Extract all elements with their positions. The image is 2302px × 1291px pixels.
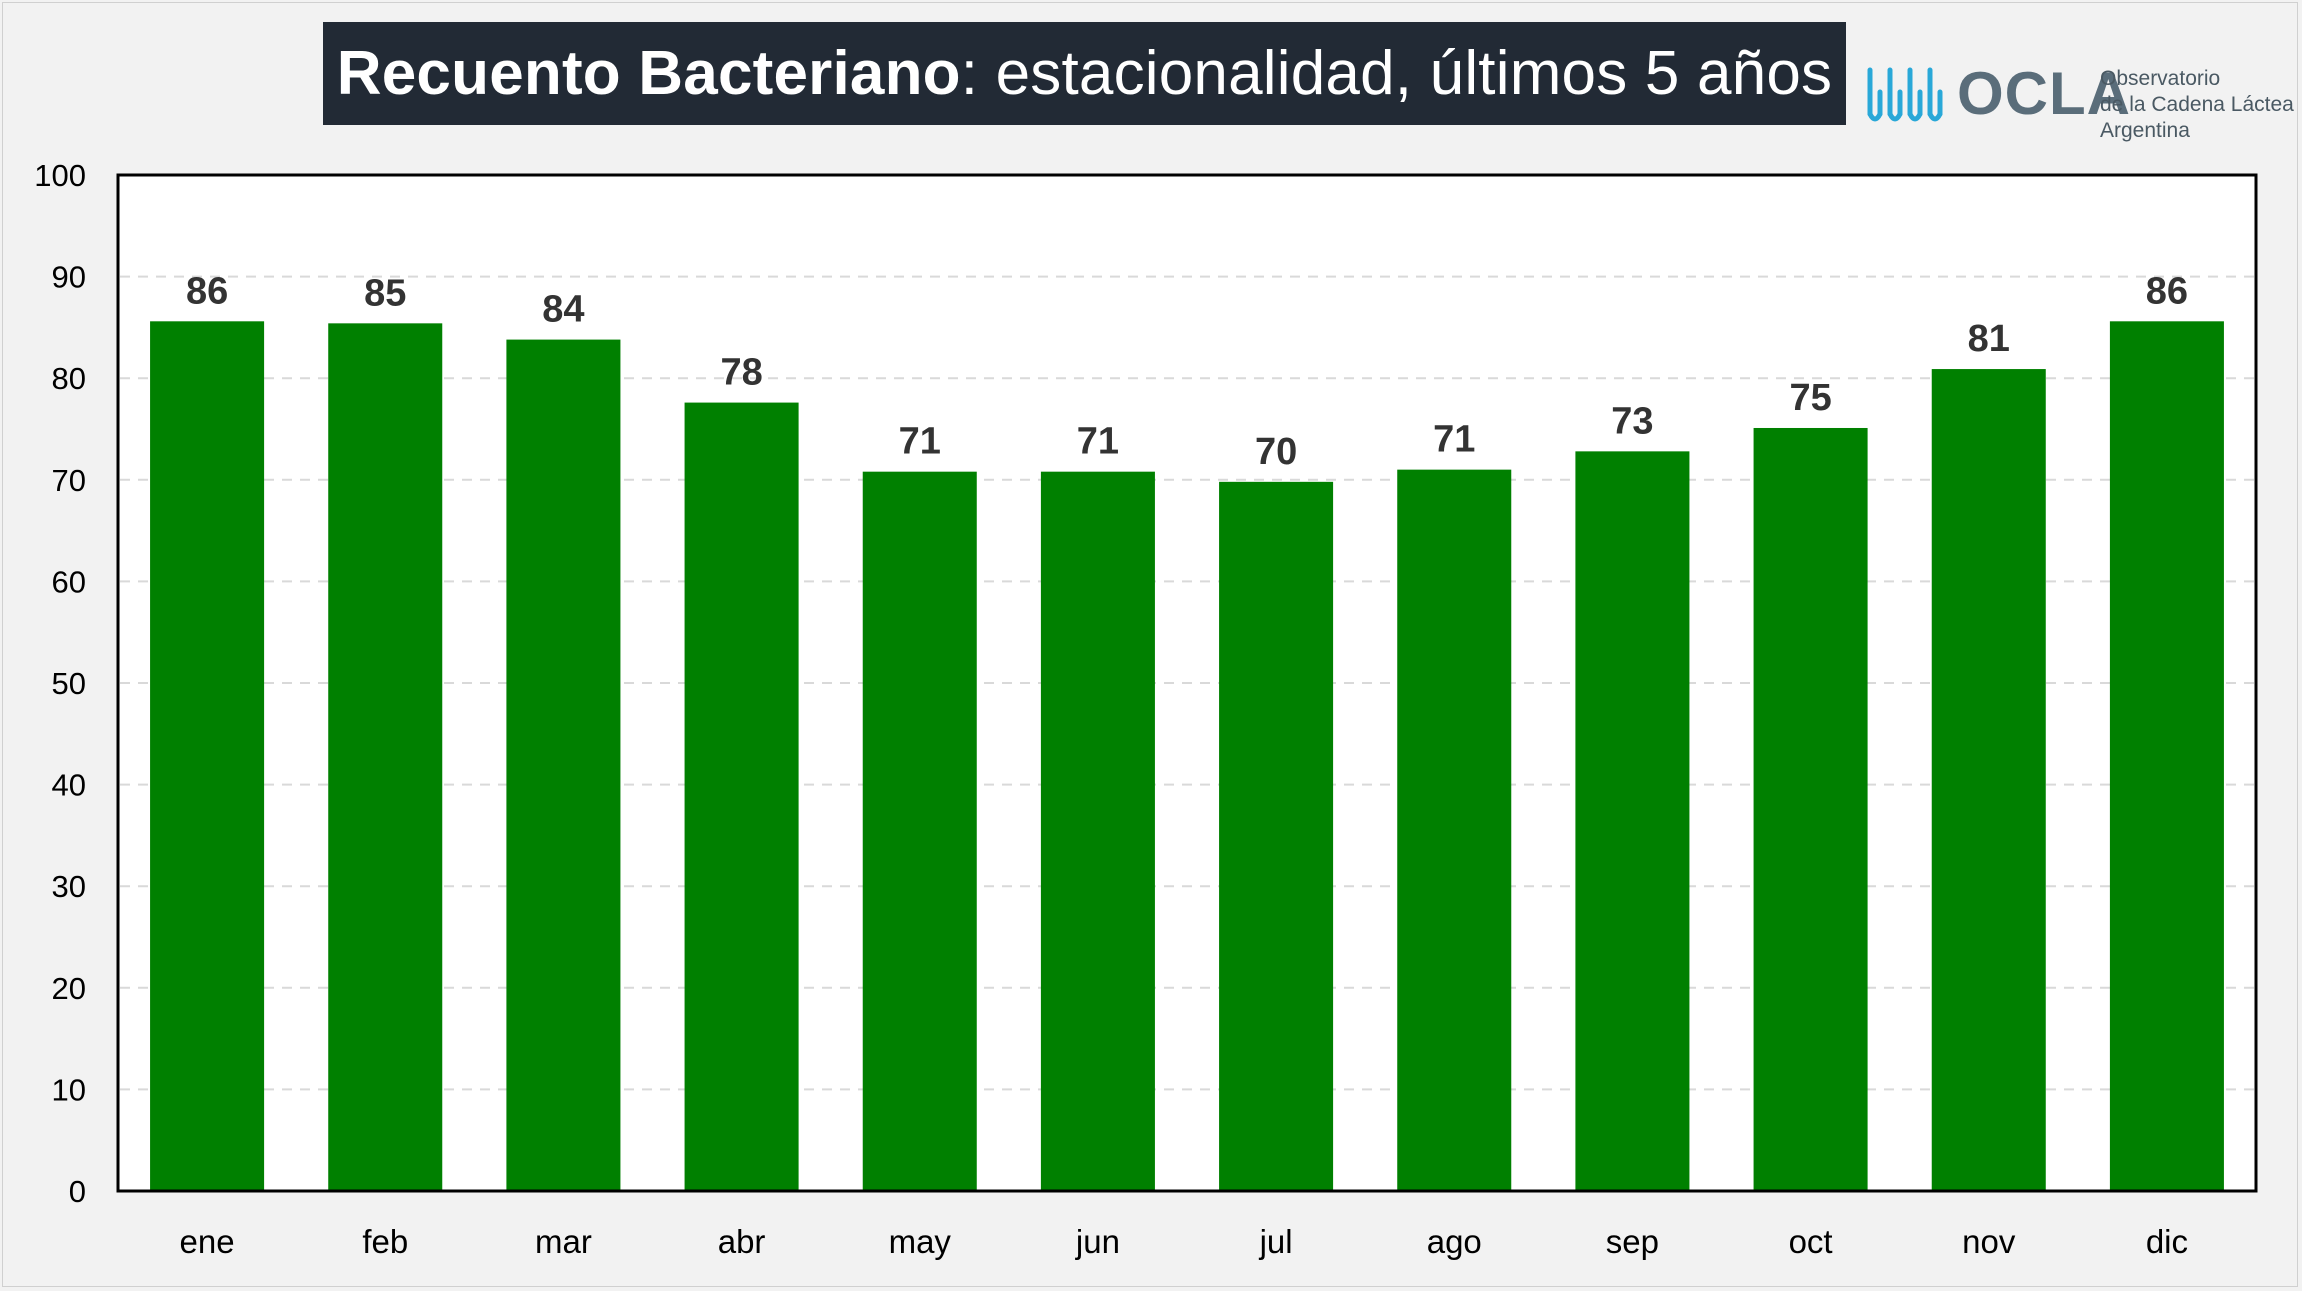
bar-may (862, 471, 977, 1190)
y-tick-label: 40 (52, 768, 86, 803)
data-label-nov: 81 (1968, 318, 2010, 360)
data-label-ene: 86 (186, 270, 228, 312)
chart-title-rest: : estacionalidad, últimos 5 años (960, 39, 1833, 108)
chart-title-bold: Recuento Bacteriano (336, 39, 961, 108)
logo-line-3: Argentina (2100, 119, 2190, 142)
x-axis-ticks: ene feb mar abr may jun jul ago sep oct nov dic (180, 1223, 2188, 1260)
data-labels: 86 85 84 78 71 71 70 71 73 75 81 86 (186, 270, 2188, 473)
data-label-jun: 71 (1077, 421, 1119, 463)
data-label-sep: 73 (1611, 400, 1653, 442)
x-tick-label-sep: sep (1606, 1223, 1659, 1260)
y-tick-label: 70 (52, 463, 86, 498)
bar-ene (150, 321, 265, 1190)
data-label-oct: 75 (1789, 377, 1831, 419)
bar-feb (328, 323, 443, 1190)
x-tick-label-jun: jun (1075, 1223, 1120, 1260)
x-tick-label-ene: ene (180, 1223, 235, 1260)
logo-line-2: de la Cadena Láctea (2100, 93, 2294, 116)
bar-abr (684, 402, 799, 1190)
x-tick-label-abr: abr (718, 1223, 766, 1260)
y-axis-ticks: 0 10 20 30 40 50 60 70 80 90 100 (34, 158, 86, 1209)
y-tick-label: 100 (34, 158, 86, 193)
y-tick-label: 90 (52, 260, 86, 295)
data-label-jul: 70 (1255, 431, 1297, 473)
milk-wave-icon (1867, 67, 1943, 122)
y-tick-label: 60 (52, 564, 86, 599)
data-label-dic: 86 (2146, 270, 2188, 312)
data-label-may: 71 (899, 421, 941, 463)
bar-mar (506, 339, 621, 1190)
y-tick-label: 20 (52, 971, 86, 1006)
bar-sep (1575, 451, 1690, 1190)
bars (150, 321, 2224, 1190)
data-label-ago: 71 (1433, 419, 1475, 461)
bar-ago (1397, 469, 1512, 1190)
bar-jun (1040, 471, 1155, 1190)
gridlines (120, 275, 2254, 1091)
bar-oct (1753, 427, 1868, 1190)
ocla-logo: OCLA Observatorio de la Cadena Láctea Ar… (1866, 60, 2296, 150)
logo-subtitle: Observatorio de la Cadena Láctea Argenti… (2100, 66, 2294, 144)
data-label-abr: 78 (720, 352, 762, 394)
data-label-mar: 84 (542, 289, 584, 331)
x-tick-label-oct: oct (1789, 1223, 1833, 1260)
x-tick-label-feb: feb (362, 1223, 408, 1260)
x-tick-label-nov: nov (1962, 1223, 2016, 1260)
y-tick-label: 10 (52, 1072, 86, 1107)
logo-wordmark: OCLA (1957, 60, 2131, 127)
bar-jul (1219, 481, 1334, 1190)
y-tick-label: 0 (69, 1174, 86, 1209)
bar-dic (2109, 321, 2224, 1190)
data-label-feb: 85 (364, 272, 406, 314)
x-tick-label-mar: mar (535, 1223, 592, 1260)
y-tick-label: 80 (52, 361, 86, 396)
bar-nov (1931, 369, 2046, 1190)
x-tick-label-dic: dic (2146, 1223, 2188, 1260)
x-tick-label-ago: ago (1427, 1223, 1482, 1260)
y-tick-label: 50 (52, 666, 86, 701)
x-tick-label-may: may (889, 1223, 952, 1260)
x-tick-label-jul: jul (1259, 1223, 1293, 1260)
y-tick-label: 30 (52, 869, 86, 904)
logo-line-1: Observatorio (2100, 67, 2221, 90)
chart-title: Recuento Bacteriano: estacionalidad, últ… (323, 22, 1846, 125)
